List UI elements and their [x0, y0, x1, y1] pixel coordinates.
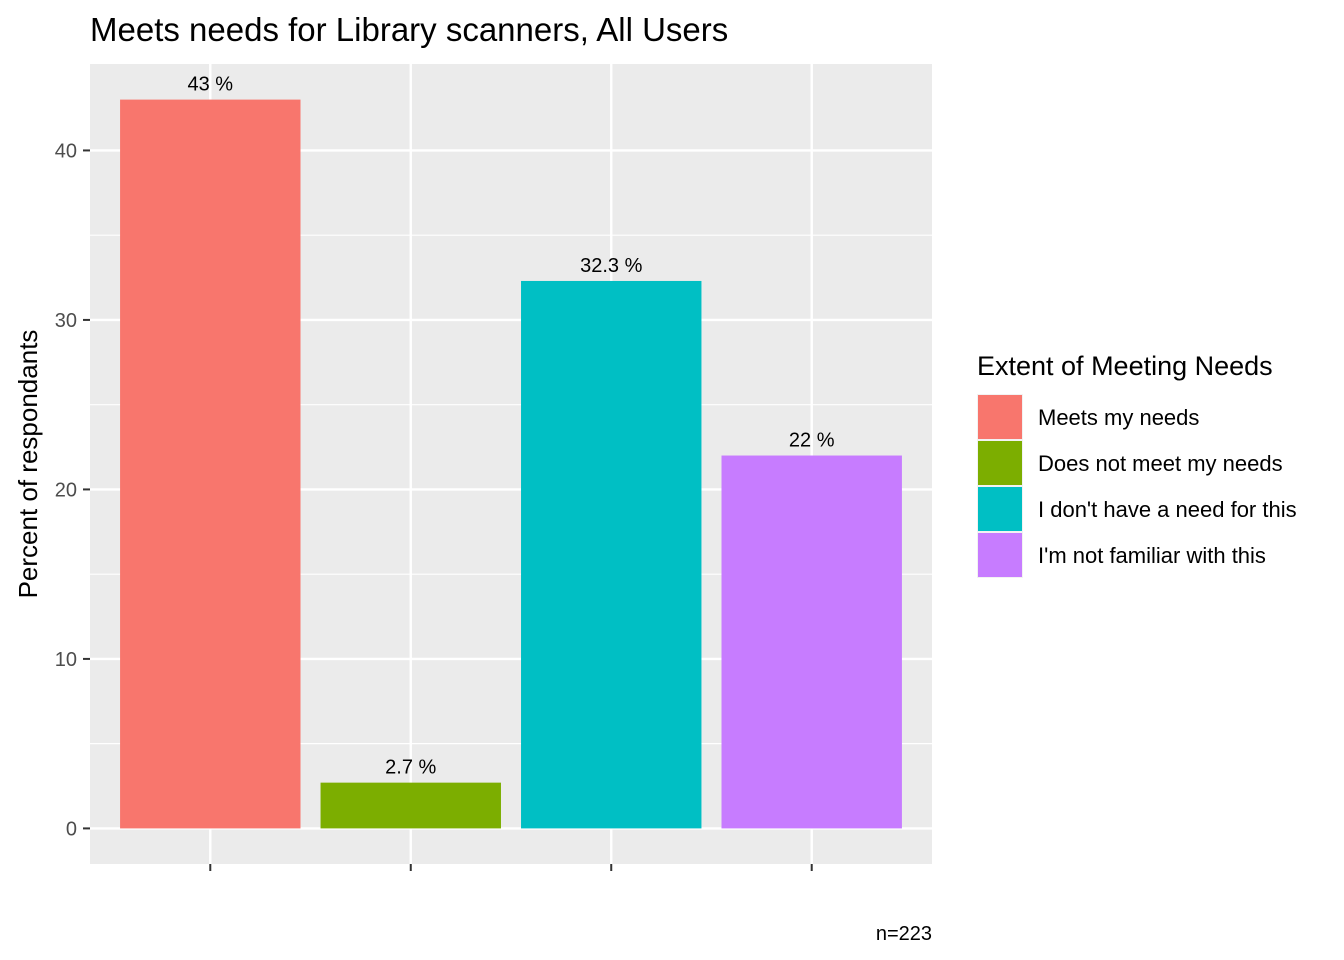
bar — [721, 455, 902, 829]
y-tick-label: 30 — [55, 310, 77, 332]
bars — [120, 99, 902, 829]
y-tick-label: 0 — [66, 818, 77, 840]
legend-label: Meets my needs — [1038, 405, 1199, 430]
legend-items: Meets my needs Does not meet my needs I do… — [977, 394, 1297, 578]
legend-label: Does not meet my needs — [1038, 451, 1283, 476]
legend-title: Extent of Meeting Needs — [977, 351, 1273, 381]
bar — [320, 782, 501, 829]
legend-swatch — [978, 441, 1022, 485]
x-axis — [209, 864, 813, 871]
data-labels: 43 % 2.7 % 32.3 % 22 % — [187, 74, 834, 779]
bar — [120, 99, 301, 829]
y-axis: 0 10 20 30 40 — [55, 140, 90, 840]
legend-label: I'm not familiar with this — [1038, 543, 1266, 568]
data-label: 22 % — [789, 430, 835, 452]
data-label: 32.3 % — [580, 255, 642, 277]
y-tick-label: 40 — [55, 140, 77, 162]
chart-title: Meets needs for Library scanners, All Us… — [90, 11, 728, 48]
caption: n=223 — [876, 923, 932, 945]
legend: Extent of Meeting Needs Meets my needs Do… — [977, 351, 1297, 578]
y-tick-label: 20 — [55, 479, 77, 501]
legend-swatch — [978, 487, 1022, 531]
y-axis-title: Percent of respondants — [13, 330, 43, 599]
data-label: 43 % — [187, 74, 233, 96]
legend-label: I don't have a need for this — [1038, 497, 1297, 522]
legend-swatch — [978, 533, 1022, 577]
bar — [521, 280, 702, 829]
data-label: 2.7 % — [385, 757, 436, 779]
legend-swatch — [978, 395, 1022, 439]
y-tick-label: 10 — [55, 649, 77, 671]
